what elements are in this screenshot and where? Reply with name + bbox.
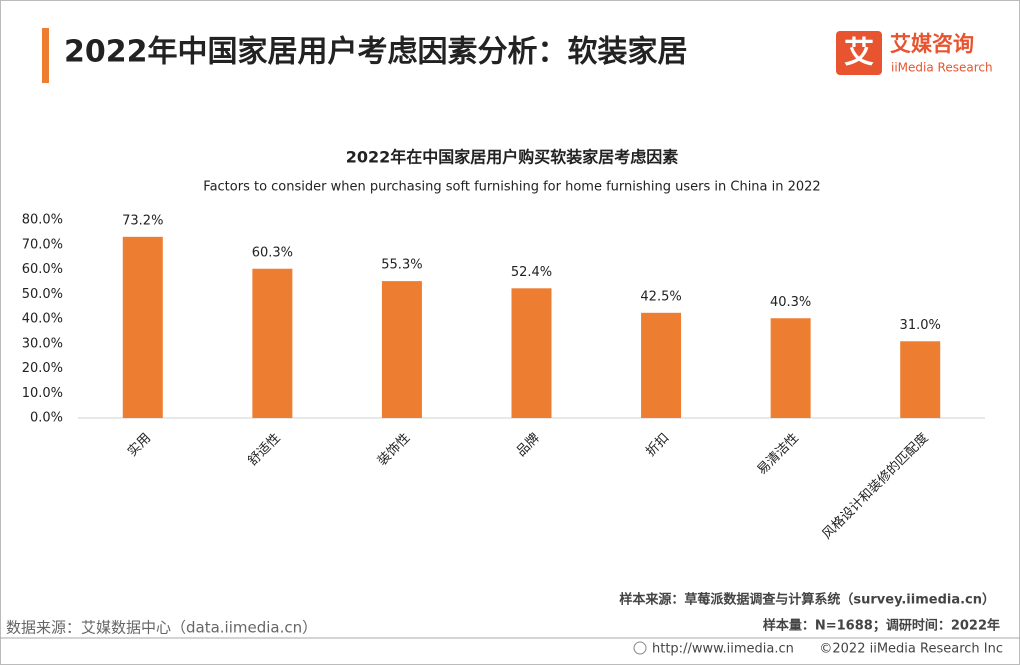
logo-en: iiMedia Research: [891, 61, 993, 75]
y-tick-label: 30.0%: [22, 336, 63, 351]
page-title: 2022年中国家居用户考虑因素分析：软装家居: [64, 35, 688, 70]
bar: [122, 236, 163, 418]
value-label: 31.0%: [900, 318, 941, 333]
value-label: 60.3%: [252, 245, 293, 260]
sample-source: 样本来源：草莓派数据调查与计算系统（survey.iimedia.cn）: [619, 592, 995, 608]
bar: [381, 281, 422, 418]
y-tick-label: 50.0%: [22, 287, 63, 302]
bar: [511, 288, 552, 418]
value-label: 55.3%: [381, 258, 422, 273]
value-label: 73.2%: [122, 213, 163, 228]
y-tick-label: 60.0%: [22, 262, 63, 277]
bar: [252, 268, 293, 418]
chart-title: 2022年在中国家居用户购买软装家居考虑因素: [346, 148, 679, 167]
chart-subtitle: Factors to consider when purchasing soft…: [203, 180, 820, 195]
bar: [900, 341, 941, 418]
footer-url: http://www.iimedia.cn: [652, 642, 794, 657]
data-source: 数据来源：艾媒数据中心（data.iimedia.cn）: [6, 619, 317, 637]
y-tick-label: 70.0%: [22, 237, 63, 252]
globe-icon: [633, 641, 647, 655]
value-label: 40.3%: [770, 295, 811, 310]
title-accent: [42, 28, 49, 83]
logo-name: 艾媒咨询: [890, 32, 974, 56]
bar: [641, 312, 682, 418]
value-label: 42.5%: [640, 289, 681, 304]
copyright: ©2022 iiMedia Research Inc: [819, 642, 1003, 657]
y-tick-label: 80.0%: [22, 213, 63, 228]
y-tick-label: 10.0%: [22, 386, 63, 401]
y-tick-label: 0.0%: [30, 411, 63, 426]
value-label: 52.4%: [511, 265, 552, 280]
bar: [770, 318, 811, 418]
sample-size: 样本量：N=1688；调研时间：2022年: [763, 618, 1000, 634]
y-tick-label: 20.0%: [22, 361, 63, 376]
logo-mark: 艾: [844, 36, 874, 71]
logo-box: [836, 31, 882, 75]
y-tick-label: 40.0%: [22, 312, 63, 327]
